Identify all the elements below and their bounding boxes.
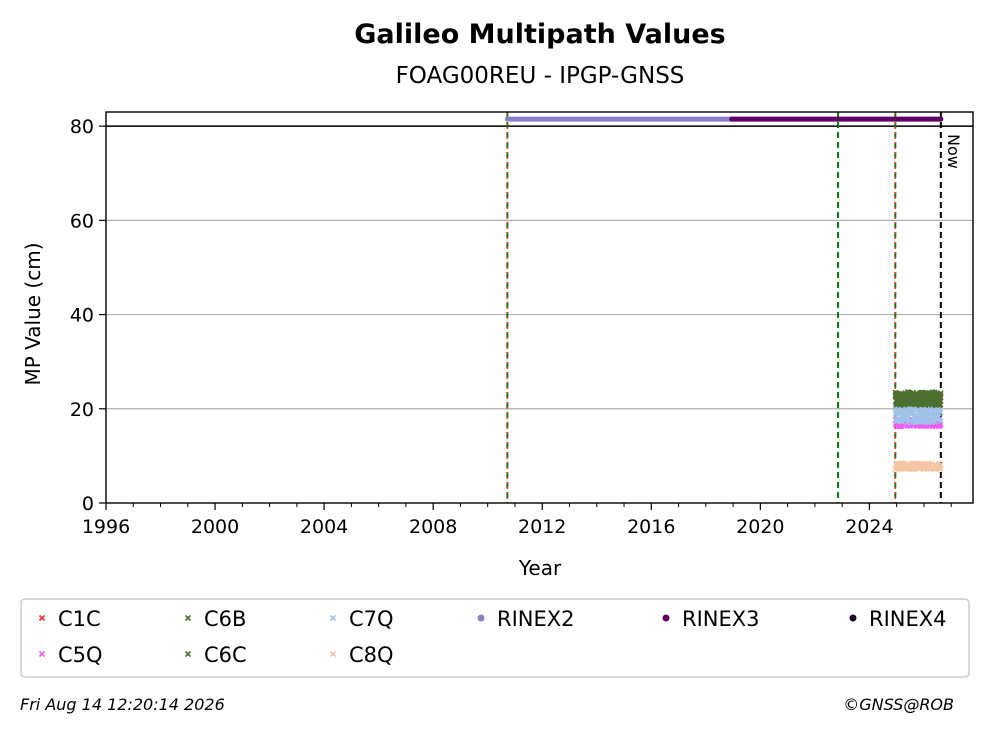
legend-marker	[184, 614, 192, 622]
data-point	[932, 419, 938, 426]
y-tick-label-0: 0	[82, 493, 94, 515]
legend-label: C6C	[204, 643, 247, 667]
legend-marker	[329, 614, 337, 622]
legend: C1C C6B C7Q RINEX2 RINEX3 RINEX4 C5Q C6C C8Q	[38, 607, 947, 667]
data-point	[937, 409, 944, 416]
series-c7q	[892, 406, 944, 426]
x-tick-label-2004: 2004	[300, 516, 348, 538]
y-tick-label-40: 40	[70, 305, 94, 327]
legend-label: RINEX4	[869, 607, 947, 631]
legend-marker	[477, 614, 485, 622]
x-tick-label-2008: 2008	[409, 516, 457, 538]
plot-frame	[105, 111, 974, 504]
legend-marker	[38, 614, 46, 622]
y-tick-label-60: 60	[70, 210, 94, 232]
data-point	[938, 390, 944, 396]
legend-item-rinex4: RINEX4	[849, 607, 947, 631]
legend-label: RINEX3	[682, 607, 760, 631]
data-point	[938, 418, 944, 424]
legend-item-c7q: C7Q	[329, 607, 394, 631]
x-tick-label-2020: 2020	[736, 516, 784, 538]
data-series	[892, 389, 944, 473]
legend-label: C1C	[58, 607, 101, 631]
x-tick-label-1996: 1996	[82, 516, 130, 538]
plot-axes	[105, 111, 974, 504]
x-axis-label: Year	[518, 556, 562, 580]
footer-credit: ©GNSS@ROB	[843, 695, 954, 714]
x-tick-label-2012: 2012	[518, 516, 566, 538]
legend-label: RINEX2	[497, 607, 575, 631]
grid-lines	[106, 125, 973, 410]
x-tick-label-2000: 2000	[191, 516, 239, 538]
x-tick-label-2016: 2016	[627, 516, 675, 538]
data-point	[938, 461, 944, 468]
legend-item-c6c: C6C	[184, 643, 247, 667]
legend-label: C5Q	[58, 643, 103, 667]
chart-subtitle: FOAG00REU - IPGP-GNSS	[396, 63, 685, 89]
series-c8q	[892, 460, 944, 473]
legend-marker	[849, 614, 857, 622]
data-point	[938, 398, 944, 405]
legend-item-rinex2: RINEX2	[477, 607, 575, 631]
legend-item-c6b: C6B	[184, 607, 246, 631]
axis-ticks: 1996 2000 2004 2008 2012 2016 2020 2024 0 20 40 60 8…	[70, 116, 952, 538]
legend-item-c5q: C5Q	[38, 643, 103, 667]
legend-label: C8Q	[349, 643, 394, 667]
legend-label: C7Q	[349, 607, 394, 631]
y-axis-label: MP Value (cm)	[21, 242, 45, 385]
now-label: Now	[944, 134, 963, 169]
legend-item-rinex3: RINEX3	[662, 607, 760, 631]
footer-timestamp: Fri Aug 14 12:20:14 2026	[20, 695, 225, 714]
x-tick-label-2024: 2024	[845, 516, 893, 538]
legend-marker	[38, 650, 46, 658]
legend-marker	[329, 650, 337, 658]
y-tick-label-80: 80	[70, 116, 94, 138]
legend-marker	[662, 614, 670, 622]
legend-box	[20, 598, 970, 678]
legend-item-c8q: C8Q	[329, 643, 394, 667]
event-lines	[506, 112, 942, 503]
chart-title: Galileo Multipath Values	[354, 19, 726, 50]
legend-marker	[184, 650, 192, 658]
y-tick-label-20: 20	[70, 399, 94, 421]
legend-label: C6B	[204, 607, 246, 631]
legend-item-c1c: C1C	[38, 607, 101, 631]
